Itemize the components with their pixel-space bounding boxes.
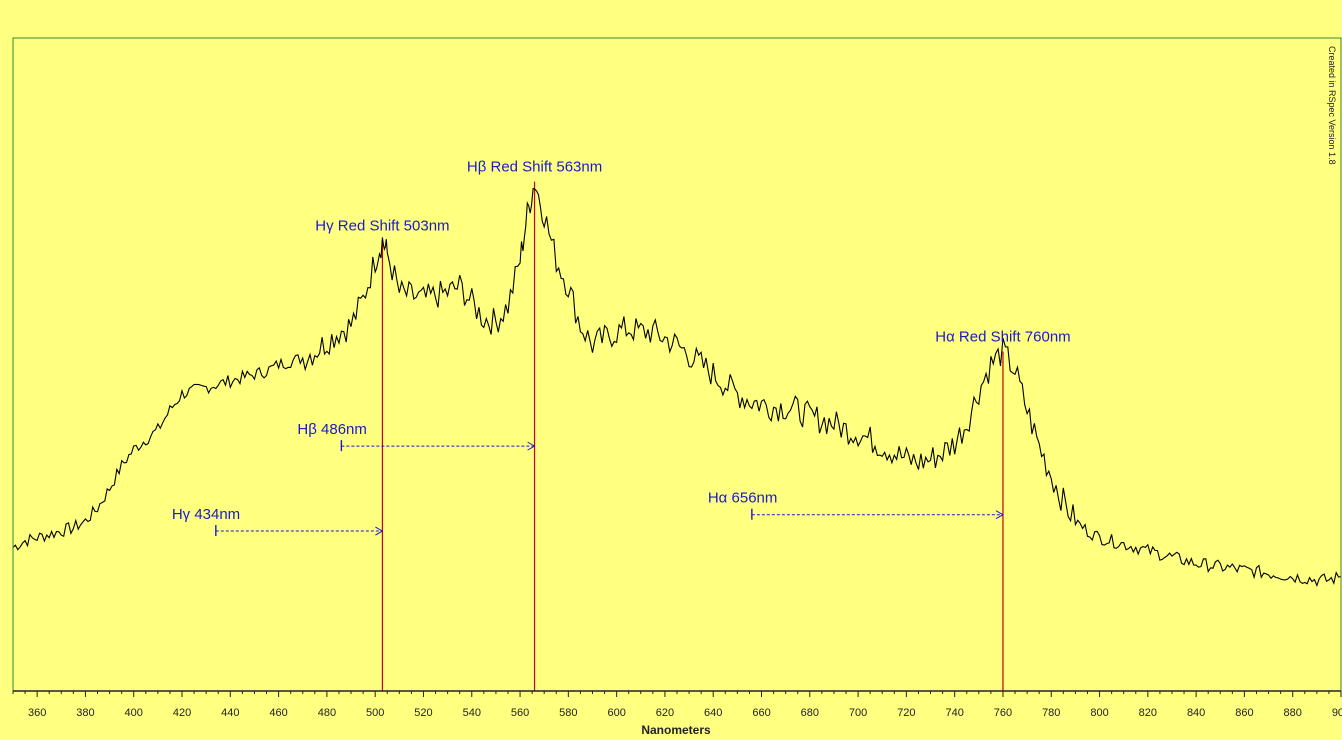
x-tick-label: 760 bbox=[994, 707, 1012, 719]
x-tick-label: 560 bbox=[511, 707, 529, 719]
x-tick-label: 500 bbox=[366, 707, 384, 719]
x-tick-label: 580 bbox=[559, 707, 577, 719]
spectrum-line bbox=[12, 187, 1342, 588]
x-tick-label: 620 bbox=[656, 707, 674, 719]
x-tick-label: 360 bbox=[28, 707, 46, 719]
x-tick-label: 660 bbox=[752, 707, 770, 719]
x-tick-label: 420 bbox=[173, 707, 191, 719]
shift-arrow-head bbox=[995, 510, 1004, 520]
rest-wavelength-label: Hγ 434nm bbox=[172, 506, 240, 523]
x-tick-label: 800 bbox=[1090, 707, 1108, 719]
x-tick-label: 740 bbox=[945, 707, 963, 719]
x-tick-label: 880 bbox=[1284, 707, 1302, 719]
x-tick-label: 540 bbox=[463, 707, 481, 719]
x-tick-label: 460 bbox=[269, 707, 287, 719]
redshift-label: Hβ Red Shift 563nm bbox=[467, 159, 602, 176]
x-tick-label: 780 bbox=[1042, 707, 1060, 719]
shift-arrow-head bbox=[375, 526, 384, 536]
x-tick-label: 440 bbox=[221, 707, 239, 719]
credit-text: Created in RSpec Version 1.8 bbox=[1327, 46, 1337, 165]
shift-arrow-head bbox=[527, 441, 536, 451]
redshift-label: Hγ Red Shift 503nm bbox=[315, 217, 449, 234]
x-tick-label: 400 bbox=[125, 707, 143, 719]
x-tick-label: 820 bbox=[1139, 707, 1157, 719]
rest-wavelength-label: Hβ 486nm bbox=[297, 421, 367, 438]
x-tick-label: 600 bbox=[607, 707, 625, 719]
x-tick-label: 640 bbox=[704, 707, 722, 719]
x-tick-label: 520 bbox=[414, 707, 432, 719]
x-tick-label: 680 bbox=[801, 707, 819, 719]
rest-wavelength-label: Hα 656nm bbox=[708, 490, 778, 507]
x-tick-label: 720 bbox=[897, 707, 915, 719]
x-tick-label: 700 bbox=[849, 707, 867, 719]
x-axis-title: Nanometers bbox=[641, 723, 711, 737]
x-tick-label: 900 bbox=[1332, 707, 1342, 719]
x-tick-label: 860 bbox=[1235, 707, 1253, 719]
x-tick-label: 380 bbox=[76, 707, 94, 719]
x-tick-label: 480 bbox=[318, 707, 336, 719]
redshift-label: Hα Red Shift 760nm bbox=[935, 328, 1070, 345]
x-tick-label: 840 bbox=[1187, 707, 1205, 719]
